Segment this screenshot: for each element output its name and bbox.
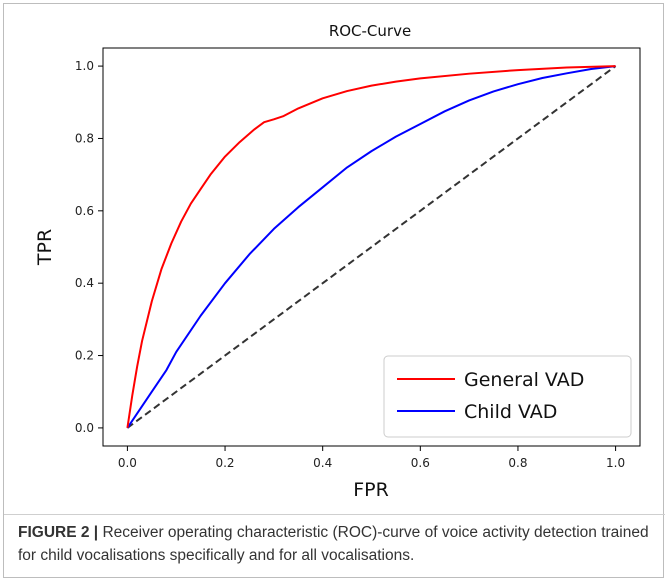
x-tick-label: 0.2 xyxy=(215,456,234,470)
x-axis-label: FPR xyxy=(353,479,389,501)
x-tick-label: 0.4 xyxy=(313,456,332,470)
series-line-child-vad xyxy=(126,65,616,429)
figure-caption: FIGURE 2 | Receiver operating characteri… xyxy=(18,521,654,567)
y-axis-label: TPR xyxy=(34,229,56,266)
series-line-general-vad xyxy=(126,65,616,429)
x-tick-label: 0.6 xyxy=(411,456,430,470)
y-tick-label: 0.2 xyxy=(75,349,94,363)
y-tick-label: 0.6 xyxy=(75,204,94,218)
chart-title: ROC-Curve xyxy=(329,22,411,40)
legend-label-child-vad: Child VAD xyxy=(464,401,557,423)
y-tick-label: 0.0 xyxy=(75,421,94,435)
caption-text: Receiver operating characteristic (ROC)-… xyxy=(18,524,649,564)
x-tick-label: 0.0 xyxy=(118,456,137,470)
diagonal-reference-line xyxy=(126,65,617,429)
y-tick-label: 1.0 xyxy=(75,59,94,73)
x-ticks: 0.0 0.2 0.4 0.6 0.8 1.0 xyxy=(118,446,625,470)
x-tick-label: 1.0 xyxy=(606,456,625,470)
legend: General VAD Child VAD xyxy=(383,355,632,438)
figure-label: FIGURE 2 | xyxy=(18,524,99,541)
y-tick-label: 0.4 xyxy=(75,276,94,290)
roc-chart: ROC-Curve 0.0 0.2 0.4 0.6 0.8 1.0 0.00.20.40.… xyxy=(34,22,641,501)
y-ticks: 0.0 0.2 0.4 0.6 0.8 1.0 xyxy=(75,59,103,435)
caption-divider xyxy=(4,514,665,515)
legend-label-general-vad: General VAD xyxy=(464,369,584,391)
legend-box xyxy=(383,355,632,438)
y-tick-label: 0.8 xyxy=(75,131,94,145)
series-group xyxy=(126,65,617,429)
x-tick-label: 0.8 xyxy=(508,456,527,470)
